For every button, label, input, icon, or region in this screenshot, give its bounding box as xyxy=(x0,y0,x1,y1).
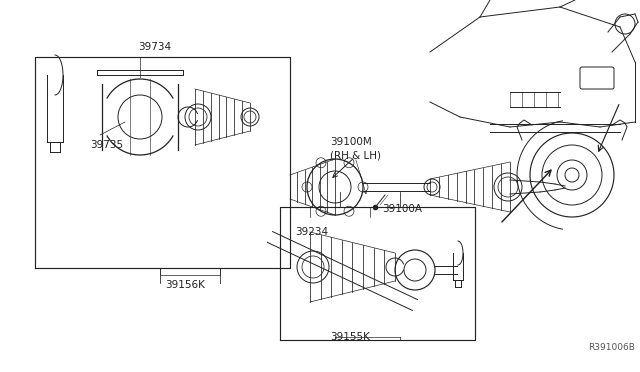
Text: 39234: 39234 xyxy=(295,227,328,237)
Text: 39100A: 39100A xyxy=(382,204,422,214)
Text: R391006B: R391006B xyxy=(588,343,635,352)
Text: 39735: 39735 xyxy=(90,140,123,150)
Text: 39156K: 39156K xyxy=(165,280,205,290)
Text: 39734: 39734 xyxy=(138,42,172,52)
Text: 39100M: 39100M xyxy=(330,137,372,147)
Text: (RH & LH): (RH & LH) xyxy=(330,150,381,160)
Text: 39155K: 39155K xyxy=(330,332,370,342)
